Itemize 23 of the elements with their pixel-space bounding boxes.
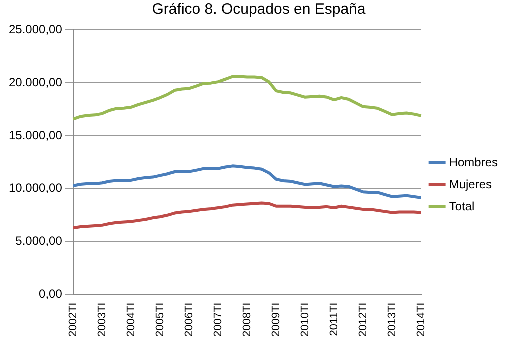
y-tick-label: 10.000,00 xyxy=(8,181,63,196)
x-tick-label: 2012TI xyxy=(357,302,370,338)
x-tick-label: 2002TI xyxy=(67,302,80,338)
chart-title: Gráfico 8. Ocupados en España xyxy=(151,0,367,20)
x-tick-label: 2010TI xyxy=(299,302,312,338)
x-tick-label: 2011TI xyxy=(328,302,340,336)
y-tick-label: 20.000,00 xyxy=(8,75,63,90)
y-tick-label: 0,00 xyxy=(39,287,63,302)
legend-label: Hombres xyxy=(449,155,498,170)
y-tick-label: 25.000,00 xyxy=(8,22,63,37)
x-tick-label: 2006TI xyxy=(183,302,196,338)
x-tick-label: 2004TI xyxy=(125,302,138,338)
x-tick-label: 2005TI xyxy=(154,302,166,338)
x-tick-label: 2008TI xyxy=(241,302,254,338)
legend-label: Total xyxy=(449,199,475,214)
y-tick-label: 5.000,00 xyxy=(16,234,63,248)
x-tick-label: 2003TI xyxy=(96,302,108,338)
legend-label: Mujeres xyxy=(449,177,492,192)
x-tick-label: 2013TI xyxy=(386,302,398,338)
x-tick-label: 2007TI xyxy=(212,302,224,338)
x-tick-label: 2014TI xyxy=(415,302,428,338)
x-tick-label: 2009TI xyxy=(270,302,282,338)
y-tick-label: 15.000,00 xyxy=(8,128,63,142)
